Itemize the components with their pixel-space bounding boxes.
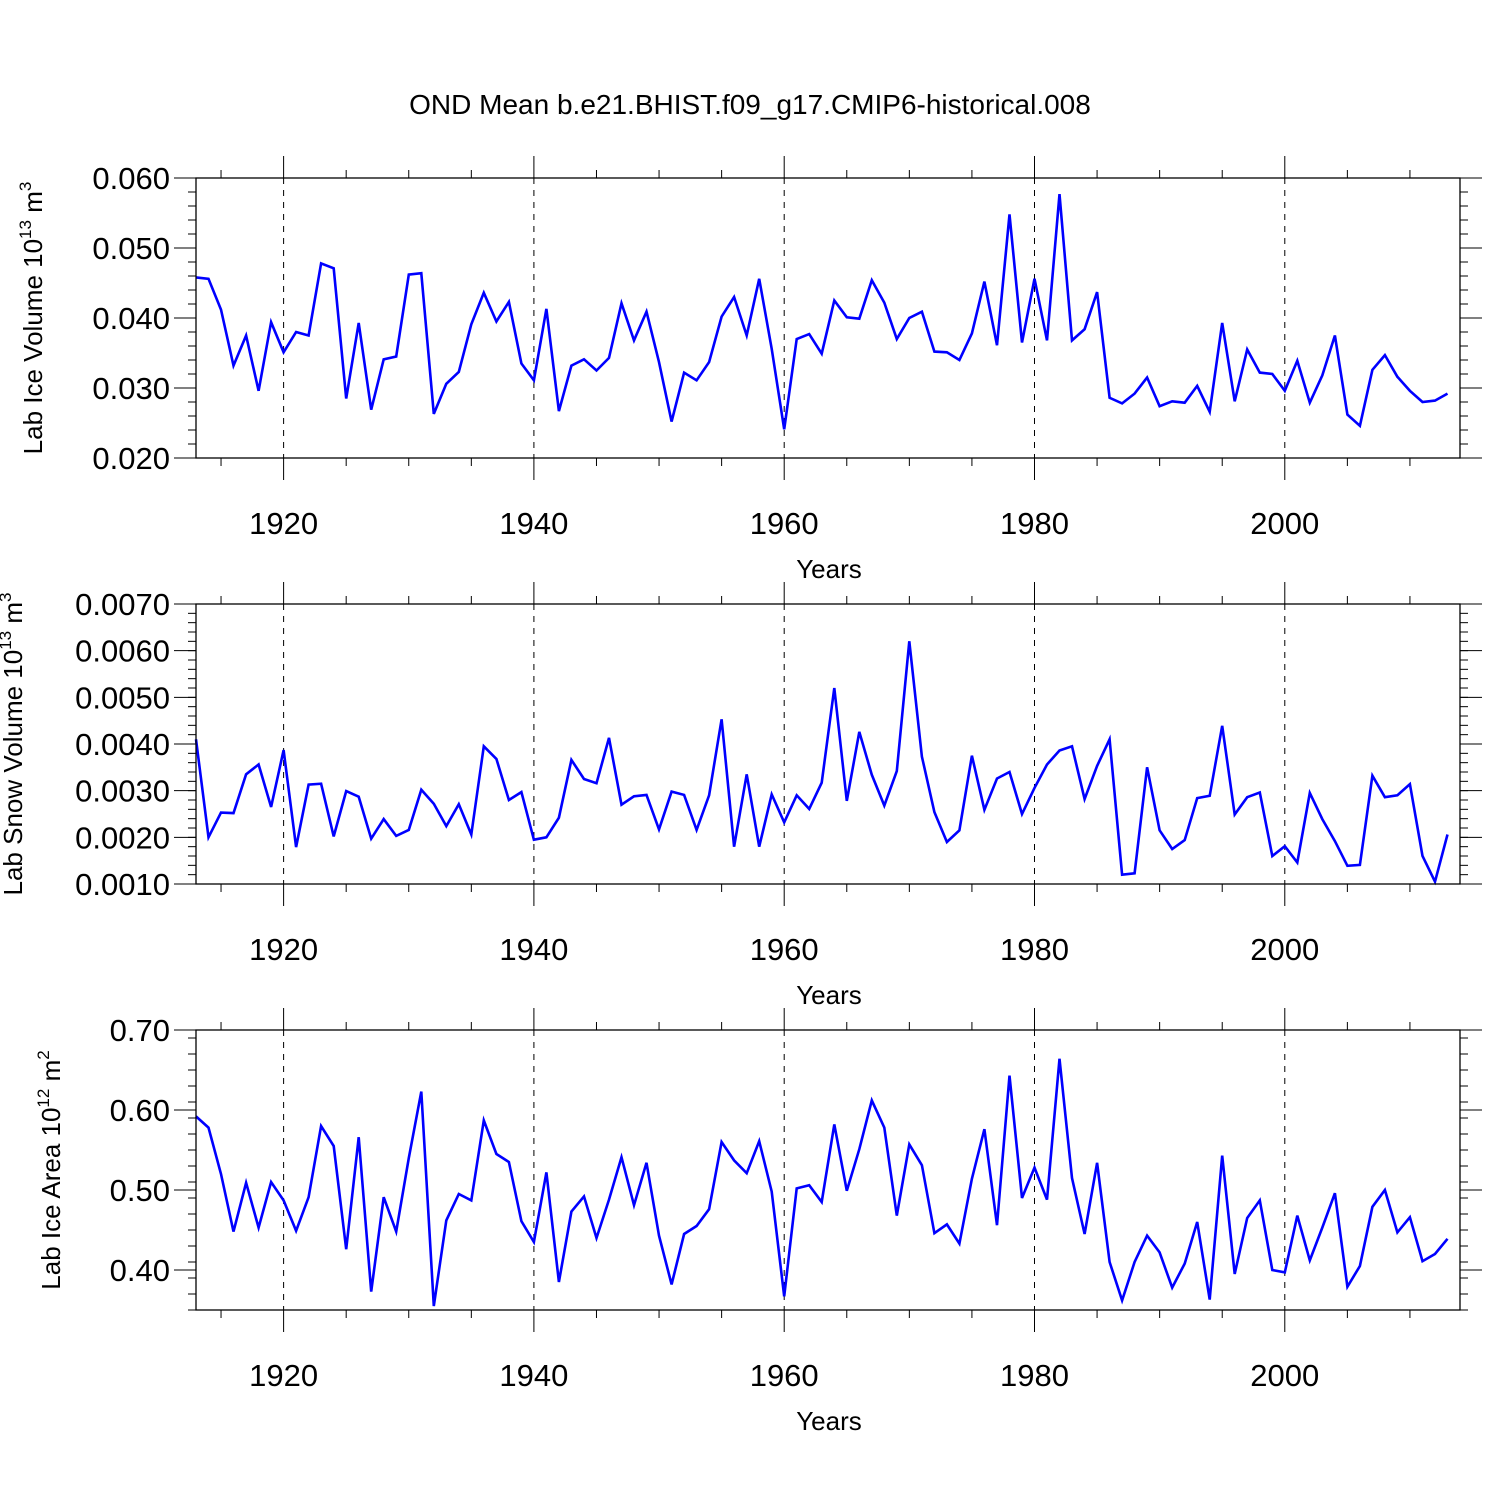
x-tick-label: 2000: [1250, 506, 1319, 541]
y-label-superscript: 3: [0, 592, 15, 601]
y-axis-label: Lab Ice Area 1012 m2: [34, 1050, 66, 1289]
y-tick-label: 0.0010: [75, 867, 170, 902]
x-tick-label: 1920: [249, 1358, 318, 1393]
y-label-text: m: [0, 602, 28, 631]
chart-title: OND Mean b.e21.BHIST.f09_g17.CMIP6-histo…: [409, 89, 1091, 120]
series-line: [195, 1058, 1449, 1307]
y-tick-label: 0.050: [92, 231, 170, 266]
x-tick-label: 1940: [499, 1358, 568, 1393]
y-tick-label: 0.0070: [75, 587, 170, 622]
panel-1: 1920 1940 1960 1980 2000 0.020 0.030 0.040 0.050…: [16, 156, 1482, 584]
y-tick-label: 0.0060: [75, 634, 170, 669]
x-tick-label: 1960: [750, 506, 819, 541]
panel-3: 1920 1940 1960 1980 2000 0.40 0.50 0.60 0.70 Year…: [34, 1008, 1482, 1436]
x-axis-label: Years: [796, 980, 862, 1010]
y-tick-label: 0.0020: [75, 820, 170, 855]
x-tick-label: 1980: [1000, 1358, 1069, 1393]
y-axis-label: Lab Ice Volume 1013 m3: [16, 182, 48, 455]
x-tick-label: 1980: [1000, 932, 1069, 967]
y-axis-label: Lab Snow Volume 1013 m3: [0, 592, 28, 895]
y-tick-label: 0.70: [110, 1013, 170, 1048]
plot-frame: [195, 177, 1461, 459]
x-axis-label: Years: [796, 554, 862, 584]
y-label-text: m: [18, 191, 48, 220]
y-tick-label: 0.0050: [75, 680, 170, 715]
y-tick-label: 0.030: [92, 371, 170, 406]
x-tick-label: 2000: [1250, 1358, 1319, 1393]
y-tick-label: 0.40: [110, 1253, 170, 1288]
x-axis-label: Years: [796, 1406, 862, 1436]
y-label-superscript: 2: [34, 1050, 53, 1059]
y-tick-label: 0.60: [110, 1093, 170, 1128]
series-line: [195, 193, 1449, 430]
y-label-text: m: [36, 1060, 66, 1089]
panel-2: 1920 1940 1960 1980 2000 0.0010 0.0020 0.0030 0.…: [0, 582, 1482, 1010]
x-tick-label: 1960: [750, 1358, 819, 1393]
series-line: [194, 641, 1449, 886]
y-label-text: Lab Ice Volume 10: [18, 239, 48, 454]
y-tick-label: 0.0030: [75, 774, 170, 809]
y-label-superscript: 12: [34, 1089, 53, 1108]
y-tick-label: 0.50: [110, 1173, 170, 1208]
plot-frame: [195, 603, 1461, 885]
x-tick-label: 1960: [750, 932, 819, 967]
y-tick-label: 0.040: [92, 301, 170, 336]
y-label-superscript: 13: [16, 220, 35, 239]
y-label-superscript: 13: [0, 631, 15, 650]
y-tick-label: 0.020: [92, 441, 170, 476]
x-tick-label: 1980: [1000, 506, 1069, 541]
y-tick-label: 0.0040: [75, 727, 170, 762]
y-label-text: Lab Ice Area 10: [36, 1108, 66, 1290]
y-label-text: Lab Snow Volume 10: [0, 650, 28, 896]
y-label-superscript: 3: [16, 182, 35, 191]
x-tick-label: 2000: [1250, 932, 1319, 967]
x-tick-label: 1920: [249, 506, 318, 541]
x-tick-label: 1940: [499, 932, 568, 967]
x-tick-label: 1940: [499, 506, 568, 541]
x-tick-label: 1920: [249, 932, 318, 967]
y-tick-label: 0.060: [92, 161, 170, 196]
panels: 1920 1940 1960 1980 2000 0.020 0.030 0.040 0.050…: [0, 156, 1482, 1436]
plot-frame: [195, 1029, 1461, 1311]
